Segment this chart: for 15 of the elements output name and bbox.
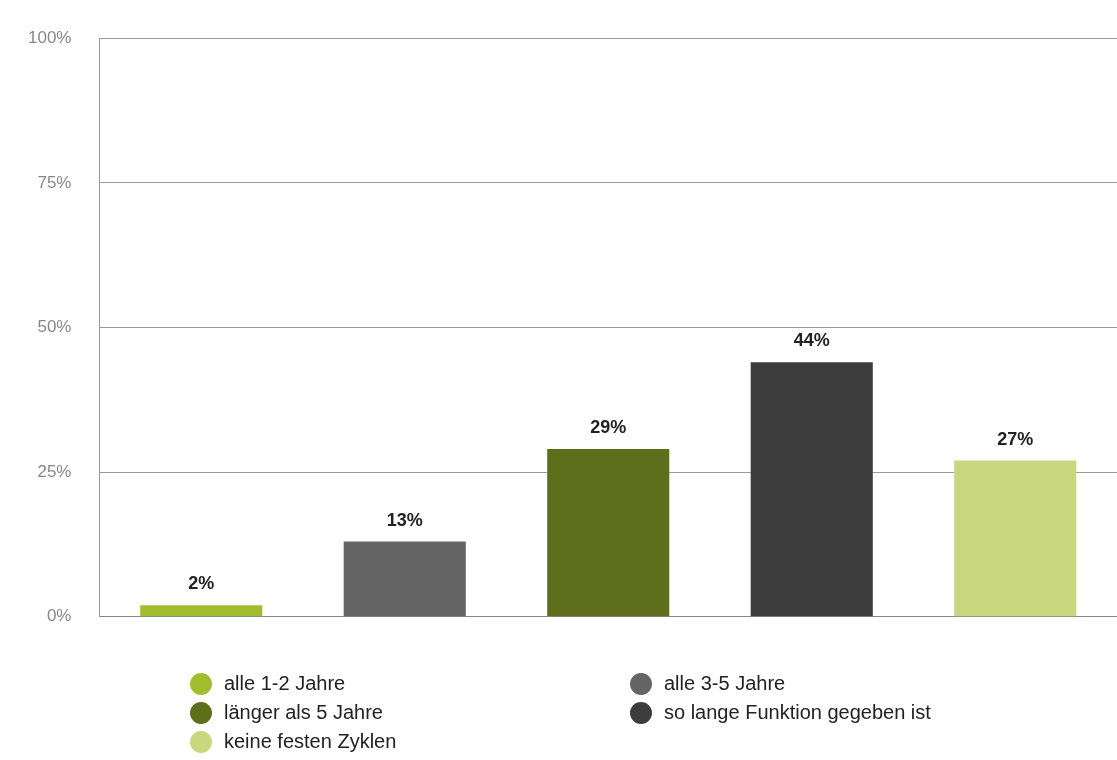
- data-label: 44%: [793, 330, 830, 351]
- legend-label: alle 3-5 Jahre: [664, 672, 786, 695]
- y-tick-label: 75%: [37, 172, 72, 192]
- y-tick-label: 50%: [37, 317, 72, 337]
- legend-label: länger als 5 Jahre: [224, 701, 383, 724]
- y-tick-label: 0%: [46, 606, 72, 626]
- data-label: 2%: [188, 573, 215, 594]
- legend-label: alle 1-2 Jahre: [224, 672, 346, 695]
- data-label: 13%: [386, 509, 423, 530]
- legend-label: keine festen Zyklen: [224, 730, 397, 753]
- y-tick-label: 100%: [28, 27, 72, 47]
- y-tick-label: 25%: [37, 461, 72, 481]
- legend-label: so lange Funktion gegeben ist: [664, 701, 931, 724]
- data-label: 27%: [997, 428, 1034, 449]
- data-label: 29%: [590, 416, 627, 437]
